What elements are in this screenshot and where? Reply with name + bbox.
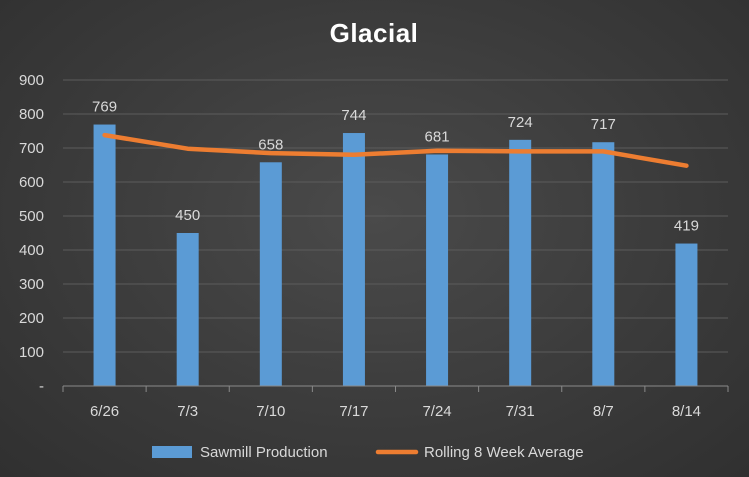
y-axis: - 100 200 300 400 500 600 700 800 900 [19, 72, 44, 395]
bar [426, 154, 449, 386]
y-tick-label: 300 [19, 276, 44, 293]
bar-series [93, 124, 698, 386]
chart-title: Glacial [330, 18, 419, 48]
y-tick-label: 100 [19, 344, 44, 361]
y-tick-label: 500 [19, 208, 44, 225]
x-tick-label: 7/17 [339, 403, 368, 420]
data-label: 450 [175, 207, 200, 224]
data-label: 681 [425, 128, 450, 145]
bar [342, 133, 365, 386]
bar [93, 124, 116, 386]
rolling-average-line [102, 132, 689, 168]
bar [675, 243, 698, 386]
y-tick-label: 200 [19, 310, 44, 327]
y-tick-label: 600 [19, 174, 44, 191]
x-tick-label: 8/14 [672, 403, 701, 420]
x-tick-label: 7/24 [422, 403, 451, 420]
x-axis: 6/26 7/3 7/10 7/17 7/24 7/31 8/7 8/14 [62, 385, 729, 420]
y-tick-label: 800 [19, 106, 44, 123]
data-labels: 769 450 658 744 681 724 717 419 [92, 99, 699, 235]
bar [176, 233, 199, 386]
line-series [102, 132, 689, 168]
data-label: 658 [258, 136, 283, 153]
legend-swatch-bar [152, 446, 192, 458]
gridlines [63, 79, 728, 353]
y-tick-label: 400 [19, 242, 44, 259]
bar [509, 139, 532, 386]
y-tick-label: 700 [19, 140, 44, 157]
x-tick-label: 7/10 [256, 403, 285, 420]
data-label: 724 [508, 114, 533, 131]
x-tick-label: 6/26 [90, 403, 119, 420]
data-label: 419 [674, 218, 699, 235]
legend-label: Sawmill Production [200, 444, 328, 461]
y-tick-label: 900 [19, 72, 44, 89]
bar [259, 162, 282, 386]
legend: Sawmill Production Rolling 8 Week Average [152, 444, 584, 461]
x-tick-label: 7/31 [506, 403, 535, 420]
x-tick-label: 8/7 [593, 403, 614, 420]
data-label: 744 [341, 107, 366, 124]
data-label: 769 [92, 99, 117, 116]
x-tick-label: 7/3 [177, 403, 198, 420]
bar [592, 142, 615, 386]
y-tick-label: - [39, 378, 44, 395]
legend-label: Rolling 8 Week Average [424, 444, 584, 461]
data-label: 717 [591, 116, 616, 133]
